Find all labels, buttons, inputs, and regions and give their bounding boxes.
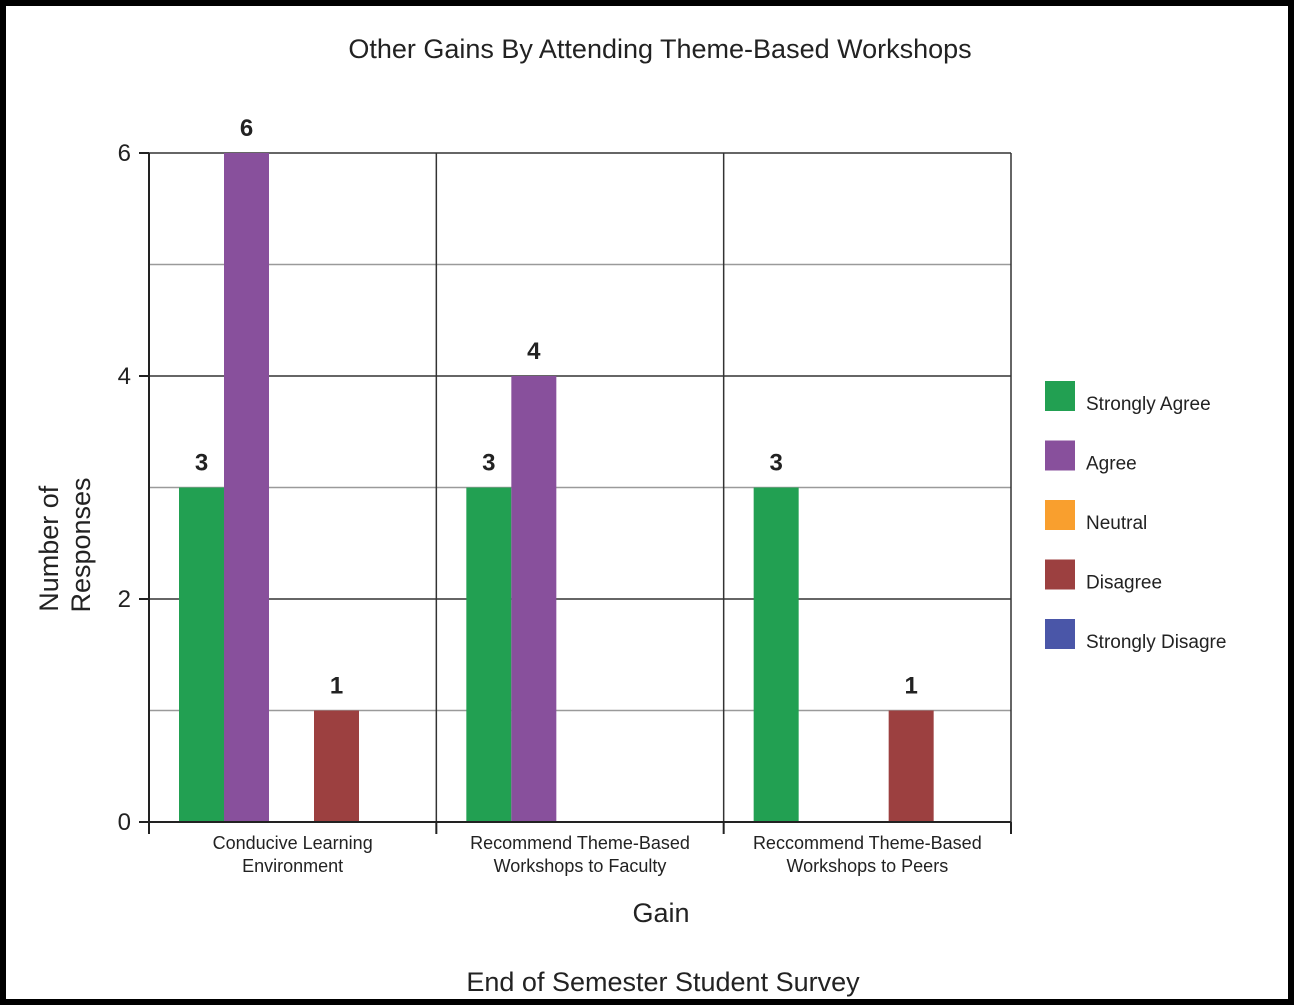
legend-label: Disagree (1086, 573, 1162, 594)
legend: Strongly Agree Agree Neutral Disagree Strong… (1045, 381, 1226, 653)
y-tick-labels: 0 2 4 6 (118, 140, 131, 836)
bar-agree (224, 153, 269, 822)
y-tick-label: 2 (118, 586, 131, 613)
x-category-label-line: Reccommend Theme-Based (753, 833, 982, 853)
bar-agree (511, 376, 557, 822)
bar-strongly-agree (179, 487, 224, 822)
legend-label: Strongly Agree (1086, 394, 1211, 415)
x-category-label: Reccommend Theme-Based Workshops to Peers (753, 833, 982, 876)
bars (179, 153, 934, 822)
gridlines (149, 152, 1012, 822)
data-label: 4 (527, 338, 541, 365)
legend-swatch (1045, 440, 1075, 471)
legend-label: Strongly Disagre (1086, 632, 1226, 653)
x-category-label: Recommend Theme-Based Workshops to Facult… (470, 833, 690, 876)
data-label: 3 (769, 450, 782, 477)
y-tick-label: 6 (118, 140, 131, 167)
chart-footer: End of Semester Student Survey (466, 967, 860, 997)
chart-title: Other Gains By Attending Theme-Based Wor… (348, 34, 971, 64)
x-category-label-line: Workshops to Peers (786, 856, 948, 876)
y-axis-title: Number of Responses (34, 477, 96, 612)
data-label: 3 (482, 450, 495, 477)
legend-swatch (1045, 619, 1075, 649)
y-axis-title-line-1: Number of (34, 485, 64, 612)
bar-disagree (888, 710, 934, 822)
bar-strongly-agree (466, 487, 512, 822)
x-category-label-line: Environment (242, 856, 343, 876)
legend-label: Neutral (1086, 513, 1147, 534)
data-label: 3 (195, 450, 208, 477)
x-category-label-line: Conducive Learning (213, 833, 373, 853)
x-category-label-line: Workshops to Faculty (494, 856, 667, 876)
x-axis-title: Gain (632, 898, 689, 928)
legend-label: Agree (1086, 454, 1137, 475)
data-label: 6 (240, 115, 253, 142)
y-tick-label: 0 (118, 809, 131, 836)
legend-swatch (1045, 500, 1075, 530)
x-category-label: Conducive Learning Environment (213, 833, 373, 876)
data-labels: 3 6 1 3 4 3 1 (195, 115, 918, 700)
bar-disagree (314, 710, 359, 822)
data-label: 1 (330, 673, 343, 700)
data-label: 1 (904, 673, 917, 700)
y-tick-label: 4 (118, 363, 131, 390)
y-axis-title-line-2: Responses (66, 477, 96, 612)
legend-swatch (1045, 559, 1075, 590)
legend-swatch (1045, 381, 1075, 411)
bar-strongly-agree (753, 487, 799, 822)
x-category-label-line: Recommend Theme-Based (470, 833, 690, 853)
x-category-labels: Conducive Learning Environment Recommend T… (213, 833, 982, 876)
axes (139, 152, 1012, 834)
